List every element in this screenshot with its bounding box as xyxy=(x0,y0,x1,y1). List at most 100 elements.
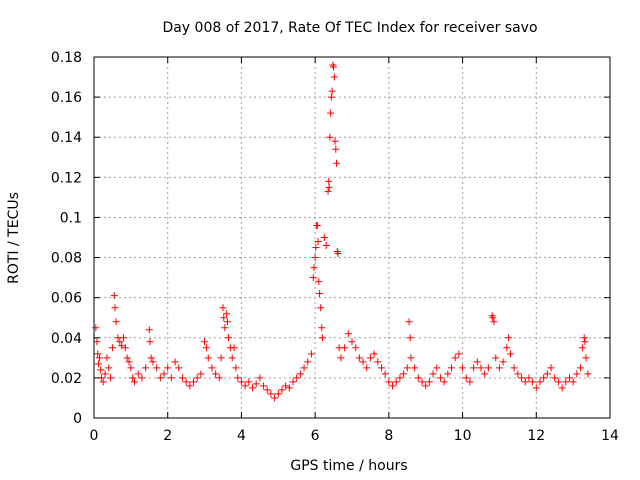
data-point xyxy=(326,133,334,141)
data-point xyxy=(514,370,522,378)
data-point xyxy=(532,384,540,392)
data-point xyxy=(99,378,107,386)
data-point xyxy=(381,370,389,378)
data-point xyxy=(370,350,378,358)
data-point xyxy=(348,338,356,346)
data-point xyxy=(385,378,393,386)
data-point xyxy=(331,137,339,145)
y-tick-label: 0.1 xyxy=(60,210,82,226)
x-axis-label: GPS time / hours xyxy=(290,458,407,474)
x-tick-label: 14 xyxy=(601,428,619,444)
data-point xyxy=(171,358,179,366)
x-tick-label: 4 xyxy=(237,428,246,444)
data-point xyxy=(241,382,249,390)
data-point xyxy=(477,364,485,372)
data-point xyxy=(341,344,349,352)
x-tick-label: 8 xyxy=(384,428,393,444)
data-point xyxy=(573,370,581,378)
data-point xyxy=(490,318,498,326)
y-tick-label: 0.08 xyxy=(51,251,82,267)
data-point xyxy=(551,374,559,382)
x-tick-label: 0 xyxy=(90,428,99,444)
data-point xyxy=(193,374,201,382)
data-point xyxy=(149,358,157,366)
data-point xyxy=(377,364,385,372)
data-point xyxy=(219,304,227,312)
data-point xyxy=(558,384,566,392)
x-tick-label: 12 xyxy=(527,428,545,444)
data-point xyxy=(111,304,119,312)
data-point xyxy=(396,374,404,382)
data-point xyxy=(466,378,474,386)
data-point xyxy=(495,364,503,372)
data-point xyxy=(400,370,408,378)
data-point xyxy=(309,274,317,282)
data-point xyxy=(311,254,319,262)
data-points xyxy=(92,61,592,402)
data-point xyxy=(389,382,397,390)
data-point xyxy=(406,334,414,342)
data-point xyxy=(310,264,318,272)
data-point xyxy=(153,364,161,372)
data-point xyxy=(525,374,533,382)
data-point xyxy=(330,73,338,81)
data-point xyxy=(223,318,231,326)
data-point xyxy=(363,364,371,372)
data-point xyxy=(289,378,297,386)
data-point xyxy=(256,374,264,382)
y-tick-label: 0 xyxy=(73,411,82,427)
y-tick-label: 0.04 xyxy=(51,331,82,347)
data-point xyxy=(274,390,282,398)
data-point xyxy=(473,358,481,366)
data-point xyxy=(220,314,228,322)
data-point xyxy=(407,354,415,362)
data-point xyxy=(319,334,327,342)
data-point xyxy=(131,378,139,386)
data-point xyxy=(96,354,104,362)
y-tick-label: 0.16 xyxy=(51,90,82,106)
data-point xyxy=(506,350,514,358)
data-point xyxy=(215,374,223,382)
data-point xyxy=(562,378,570,386)
data-point xyxy=(142,364,150,372)
y-tick-label: 0.06 xyxy=(51,291,82,307)
data-point xyxy=(293,374,301,382)
data-point xyxy=(296,370,304,378)
data-point xyxy=(484,364,492,372)
data-point xyxy=(554,378,562,386)
axis-ticks: 0 2 4 6 8 10 12 14 0 0.02 0.04 0.06 0.08 0.1 0.12 0.14 0… xyxy=(51,50,619,444)
x-tick-label: 6 xyxy=(311,428,320,444)
data-point xyxy=(267,390,275,398)
data-point xyxy=(201,338,209,346)
data-point xyxy=(359,358,367,366)
data-point xyxy=(429,370,437,378)
data-point xyxy=(414,374,422,382)
data-point xyxy=(328,87,336,95)
data-point xyxy=(127,364,135,372)
data-point xyxy=(304,358,312,366)
data-point xyxy=(202,344,210,352)
data-point xyxy=(499,358,507,366)
data-point xyxy=(123,354,131,362)
data-point xyxy=(112,318,120,326)
data-point xyxy=(462,374,470,382)
data-point xyxy=(315,278,323,286)
data-point xyxy=(248,384,256,392)
data-point xyxy=(569,378,577,386)
data-point xyxy=(536,378,544,386)
data-point xyxy=(190,378,198,386)
data-point xyxy=(167,374,175,382)
data-point xyxy=(436,374,444,382)
data-point xyxy=(392,378,400,386)
data-point xyxy=(330,63,338,71)
data-point xyxy=(543,370,551,378)
data-point xyxy=(182,378,190,386)
data-point xyxy=(565,374,573,382)
data-point xyxy=(146,338,154,346)
data-point xyxy=(197,370,205,378)
data-point xyxy=(314,238,322,246)
data-point xyxy=(510,364,518,372)
data-point xyxy=(366,354,374,362)
data-point xyxy=(225,334,233,342)
